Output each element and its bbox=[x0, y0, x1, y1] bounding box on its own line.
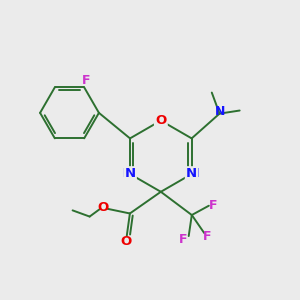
Text: N: N bbox=[186, 167, 197, 181]
Text: N: N bbox=[124, 167, 136, 181]
Text: N: N bbox=[189, 167, 200, 181]
Text: N: N bbox=[215, 105, 226, 118]
Text: F: F bbox=[202, 230, 211, 243]
Text: F: F bbox=[82, 74, 90, 87]
Text: O: O bbox=[155, 113, 166, 126]
Text: O: O bbox=[155, 114, 166, 127]
Text: F: F bbox=[179, 233, 188, 246]
Text: O: O bbox=[97, 201, 108, 214]
Text: N: N bbox=[122, 167, 133, 181]
Text: O: O bbox=[121, 235, 132, 248]
Text: F: F bbox=[208, 199, 217, 212]
